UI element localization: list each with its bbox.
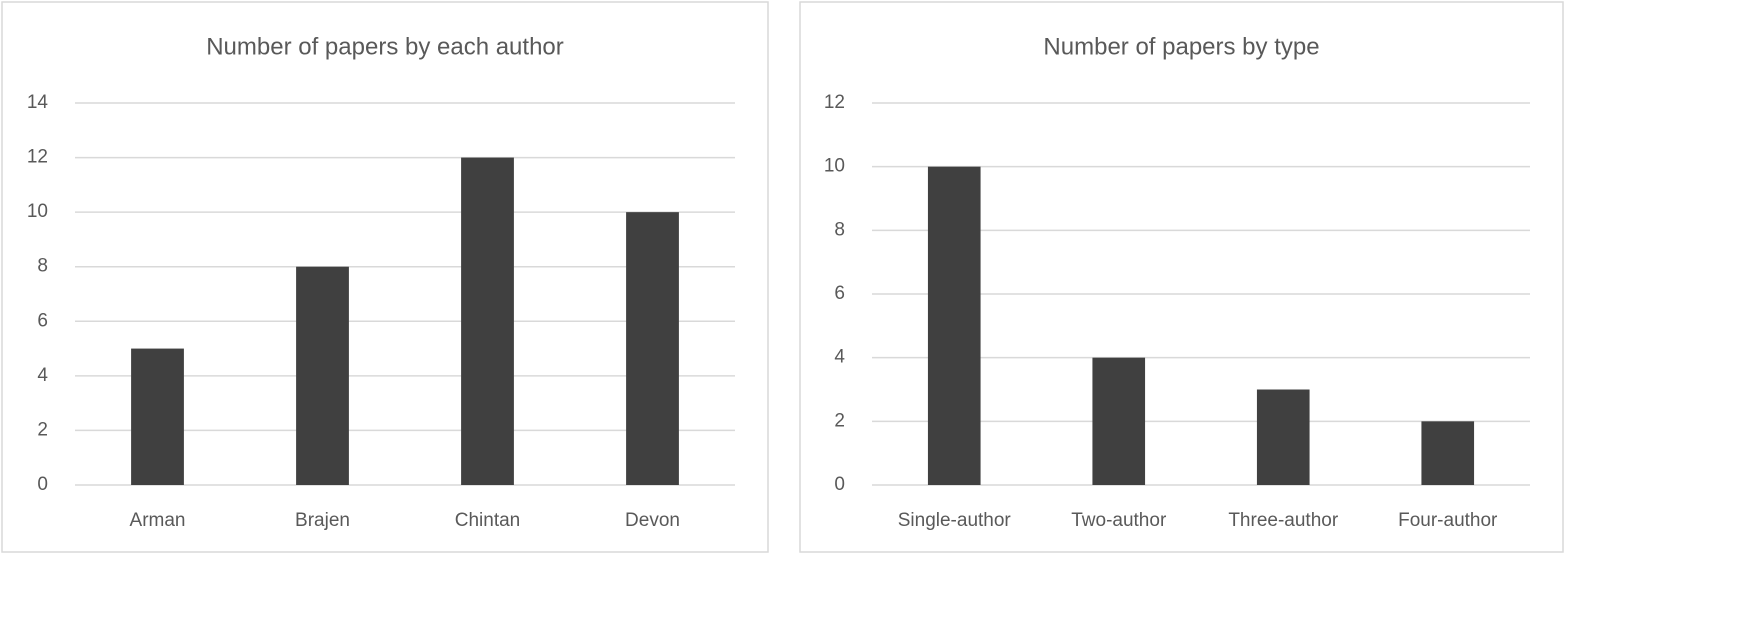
y-tick-label: 8 xyxy=(834,219,845,240)
x-tick-label: Arman xyxy=(130,510,186,531)
bar xyxy=(1256,389,1310,485)
chart-title: Number of papers by each author xyxy=(206,33,564,60)
x-tick-label: Brajen xyxy=(295,510,350,531)
bar xyxy=(927,166,981,485)
y-tick-label: 4 xyxy=(834,347,845,368)
y-tick-label: 6 xyxy=(834,283,845,304)
bar xyxy=(1421,421,1475,485)
y-tick-label: 14 xyxy=(27,92,49,113)
x-tick-label: Three-author xyxy=(1228,510,1339,531)
y-tick-label: 0 xyxy=(37,474,48,495)
y-tick-label: 10 xyxy=(27,201,48,222)
y-tick-label: 12 xyxy=(824,92,845,113)
x-tick-label: Two-author xyxy=(1071,510,1167,531)
bar xyxy=(296,266,349,485)
y-tick-label: 12 xyxy=(27,147,48,168)
x-tick-label: Devon xyxy=(625,510,680,531)
bar xyxy=(626,212,679,485)
y-tick-label: 8 xyxy=(37,256,48,277)
y-tick-label: 0 xyxy=(834,474,845,495)
x-tick-label: Four-author xyxy=(1398,510,1498,531)
y-tick-label: 6 xyxy=(37,310,48,331)
y-tick-label: 2 xyxy=(834,410,845,431)
bar xyxy=(131,348,184,485)
x-tick-label: Single-author xyxy=(898,510,1012,531)
bar xyxy=(1092,357,1146,485)
y-tick-label: 2 xyxy=(37,419,48,440)
x-tick-label: Chintan xyxy=(455,510,521,531)
chart-title: Number of papers by type xyxy=(1043,33,1319,60)
bar xyxy=(461,157,514,486)
y-tick-label: 10 xyxy=(824,156,845,177)
y-tick-label: 4 xyxy=(37,365,48,386)
